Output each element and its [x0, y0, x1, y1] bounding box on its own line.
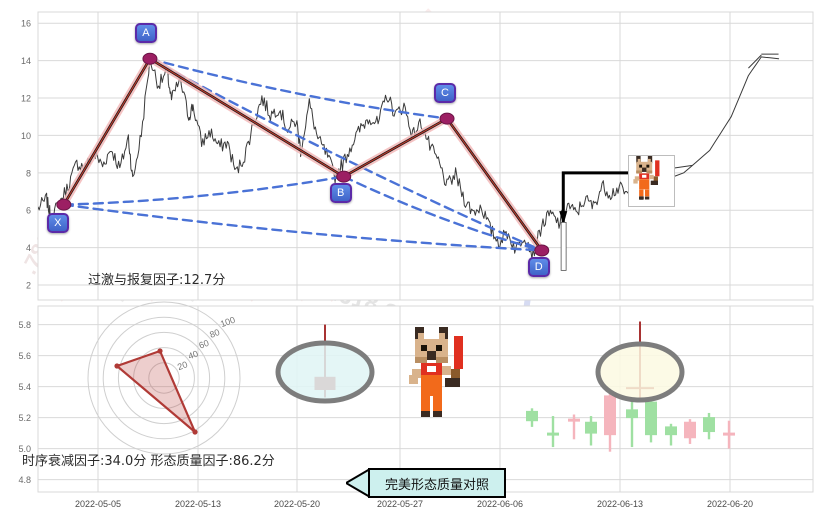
harmonic-pattern-lines	[60, 55, 546, 254]
highlight-ellipses	[275, 340, 685, 404]
radar-ring-label: 100	[219, 315, 237, 330]
harmonic-badge-X[interactable]: X	[46, 212, 69, 233]
x-tick-label: 2022-05-27	[377, 499, 423, 509]
x-tick-label: 2022-06-13	[597, 499, 643, 509]
x-tick-label: 2022-05-05	[75, 499, 121, 509]
y-tick-bottom: 5.4	[18, 382, 31, 392]
series-projection	[653, 56, 780, 185]
right-target-ellipse	[595, 341, 685, 403]
y-tick-bottom: 5.8	[18, 320, 31, 330]
candle	[604, 395, 616, 436]
candle	[684, 421, 696, 439]
comparison-callout: 完美形态质量对照	[346, 468, 506, 498]
dog-mascot-large-icon	[400, 327, 486, 449]
bottom-factors-label: 时序衰减因子:34.0分 形态质量因子:86.2分	[22, 454, 275, 469]
x-axis-ticks: 2022-05-05 2022-05-13 2022-05-20 2022-05-27…	[75, 499, 753, 509]
radar-ring-label: 60	[198, 338, 211, 351]
y-tick-bottom: 5.6	[18, 351, 31, 361]
y-tick-bottom: 5.2	[18, 413, 31, 423]
callout-text: 完美形态质量对照	[368, 468, 506, 498]
harmonic-badge-B[interactable]: B	[329, 182, 352, 203]
candle	[626, 409, 638, 419]
radar-ring-label: 80	[208, 327, 221, 340]
y-tick-bottom: 5.0	[18, 444, 31, 454]
x-tick-label: 2022-05-20	[274, 499, 320, 509]
fib-dashed-BD	[342, 175, 543, 252]
harmonic-badge-D[interactable]: D	[527, 257, 550, 278]
left-reference-ellipse	[275, 340, 375, 404]
y-axis-ticks: 2 4 6 8 10 12 14 16 4.8 5.0 5.2 5.4 5.6 5.8	[18, 19, 31, 485]
dog-mascot-icon	[629, 156, 672, 204]
fib-dashed-XD	[62, 203, 543, 252]
marker-point-X	[56, 198, 72, 211]
radar-vertex-0	[157, 348, 163, 354]
radar-ring-label: 20	[176, 359, 189, 372]
y-tick-top: 14	[21, 56, 31, 66]
fib-dashed-XB	[62, 175, 345, 206]
candle	[585, 421, 597, 434]
y-tick-top: 4	[26, 243, 31, 253]
radar-vertex-2	[192, 429, 198, 435]
x-tick-label: 2022-06-20	[707, 499, 753, 509]
marker-point-A	[142, 52, 158, 65]
x-tick-label: 2022-05-13	[175, 499, 221, 509]
entry-pointer	[559, 164, 693, 271]
marker-point-B	[336, 170, 352, 183]
y-tick-top: 6	[26, 206, 31, 216]
candle	[723, 432, 735, 436]
harmonic-badge-C[interactable]: C	[434, 82, 457, 103]
harmonic-point-markers	[56, 52, 550, 257]
y-tick-top: 12	[21, 94, 31, 104]
y-tick-top: 10	[21, 131, 31, 141]
candle	[547, 432, 559, 436]
candle	[645, 401, 657, 436]
candle	[526, 410, 538, 422]
radar-vertex-1	[114, 363, 120, 369]
mascot-frame	[628, 155, 675, 207]
y-tick-top: 16	[21, 19, 31, 29]
fib-dashed-AC	[148, 57, 449, 120]
candle	[665, 426, 677, 436]
y-tick-top: 2	[26, 281, 31, 291]
harmonic-badge-A[interactable]: A	[134, 22, 157, 43]
y-tick-top: 8	[26, 168, 31, 178]
top-factor-label: 过激与报复因子:12.7分	[88, 273, 226, 288]
marker-point-D	[534, 244, 550, 257]
y-tick-bottom: 4.8	[18, 475, 31, 485]
marker-point-C	[439, 112, 455, 125]
x-tick-label: 2022-06-06	[477, 499, 523, 509]
candle	[703, 417, 715, 433]
radar-polygon	[115, 349, 197, 434]
radar-ring-label: 40	[187, 349, 200, 362]
candle	[568, 418, 580, 422]
